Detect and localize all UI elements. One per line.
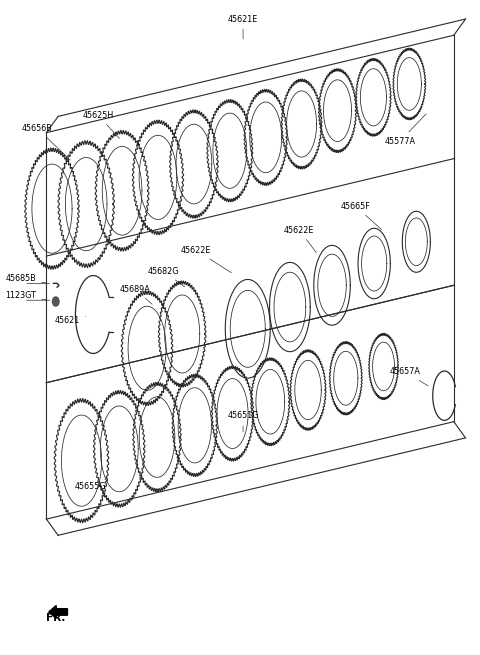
Polygon shape [169,110,218,218]
Polygon shape [244,89,288,185]
Polygon shape [95,130,149,251]
Text: FR.: FR. [47,614,66,624]
Polygon shape [158,281,206,387]
Polygon shape [318,69,357,153]
Text: 45621E: 45621E [228,14,258,39]
Polygon shape [58,141,115,267]
Polygon shape [211,366,253,461]
Polygon shape [251,358,290,446]
Text: 45625H: 45625H [82,111,120,138]
Text: 45622E: 45622E [181,246,231,272]
Text: 45622E: 45622E [284,225,316,253]
Polygon shape [329,341,362,415]
Text: 45621: 45621 [55,316,86,325]
Polygon shape [356,58,391,136]
Polygon shape [369,333,398,400]
Polygon shape [133,383,181,492]
Polygon shape [24,148,79,269]
Polygon shape [225,280,270,378]
Text: 45651G: 45651G [228,411,259,432]
Text: 45682G: 45682G [148,267,185,287]
Polygon shape [358,229,390,299]
Text: 45656B: 45656B [22,124,70,160]
Polygon shape [281,79,322,169]
Polygon shape [393,48,426,120]
Text: 45577A: 45577A [384,114,426,145]
Circle shape [52,297,59,306]
Text: 45689A: 45689A [120,285,152,304]
Polygon shape [121,291,173,405]
Polygon shape [54,399,109,523]
Text: 45665F: 45665F [341,202,382,229]
Polygon shape [132,120,184,234]
Text: 1123GT: 1123GT [5,291,46,300]
Polygon shape [172,374,217,477]
Polygon shape [314,246,350,326]
FancyArrow shape [49,605,68,618]
Polygon shape [270,263,310,352]
Text: 45685B: 45685B [5,274,46,284]
Polygon shape [290,350,326,430]
Text: 45655G: 45655G [75,478,107,491]
Polygon shape [207,100,253,202]
Polygon shape [94,390,145,508]
Polygon shape [402,212,431,272]
Text: 45657A: 45657A [389,367,428,386]
